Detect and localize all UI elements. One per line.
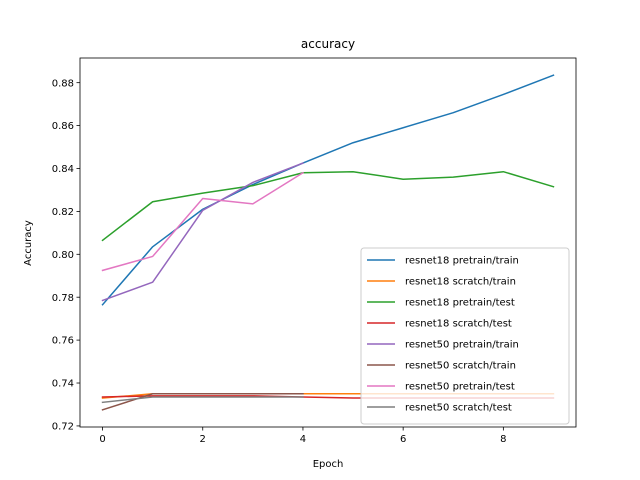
y-tick-label: 0.72 xyxy=(52,422,74,433)
legend-box xyxy=(360,247,570,425)
x-tick-label: 0 xyxy=(99,434,105,445)
x-tick-label: 8 xyxy=(500,434,506,445)
legend-label-7: resnet50 pretrain/test xyxy=(405,382,515,393)
legend-label-5: resnet50 pretrain/train xyxy=(405,340,519,351)
legend-label-3: resnet18 pretrain/test xyxy=(405,298,515,309)
series-line-3 xyxy=(101,170,555,242)
x-axis-title: Epoch xyxy=(313,459,344,470)
legend: resnet18 pretrain/train resnet18 scratch/… xyxy=(360,247,570,425)
y-axis-title: Accuracy xyxy=(23,220,34,266)
series-line-5 xyxy=(101,162,304,302)
legend-label-2: resnet18 scratch/train xyxy=(405,277,516,288)
axes: 0 2 4 6 8 0.72 0.74 0.76 0.78 0.80 0.82 0.84 0.86 0.8… xyxy=(52,57,577,445)
y-tick-label: 0.86 xyxy=(52,121,74,132)
y-tick-label: 0.76 xyxy=(52,336,74,347)
y-tick-label: 0.82 xyxy=(52,207,74,218)
series-line-7 xyxy=(101,171,304,272)
legend-label-1: resnet18 pretrain/train xyxy=(405,256,519,267)
y-tick-label: 0.74 xyxy=(52,379,74,390)
x-tick-label: 2 xyxy=(200,434,206,445)
y-tick-label: 0.80 xyxy=(52,250,74,261)
legend-label-8: resnet50 scratch/test xyxy=(405,403,512,414)
y-tick-label: 0.88 xyxy=(52,78,74,89)
series-line-8 xyxy=(101,396,304,404)
y-tick-label: 0.84 xyxy=(52,164,74,175)
x-tick-label: 4 xyxy=(300,434,306,445)
axes-frame xyxy=(79,57,577,428)
legend-label-6: resnet50 scratch/train xyxy=(405,361,516,372)
chart-title: accuracy xyxy=(301,37,355,51)
plot-lines xyxy=(101,74,555,411)
y-tick-label: 0.78 xyxy=(52,293,74,304)
legend-label-4: resnet18 scratch/test xyxy=(405,319,512,330)
x-tick-label: 6 xyxy=(400,434,406,445)
